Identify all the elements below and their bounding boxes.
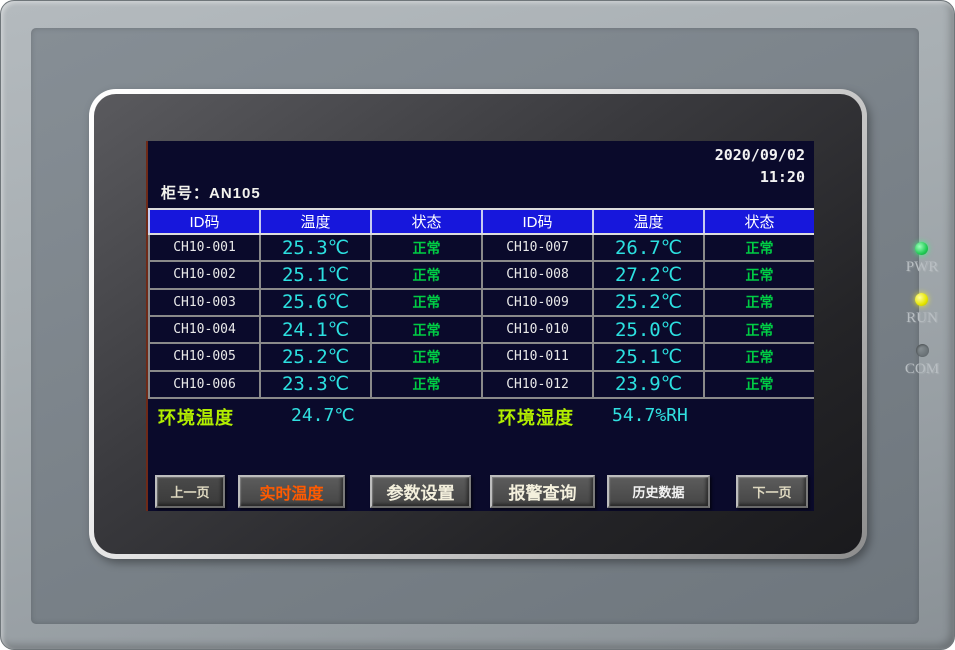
com-led-icon bbox=[915, 344, 929, 357]
pwr-led-group: PWR bbox=[905, 242, 939, 276]
temperature-cell: 24.1℃ bbox=[259, 316, 370, 343]
status-cell: 正常 bbox=[703, 316, 814, 343]
status-cell: 正常 bbox=[370, 316, 481, 343]
channel-id-cell: CH10-005 bbox=[148, 344, 259, 370]
pwr-led-label: PWR bbox=[905, 259, 939, 275]
screen-bezel-inner: 2020/09/02 11:20 柜号：AN105 ID码 温度 状态 ID码 … bbox=[94, 94, 862, 554]
channel-id-cell: CH10-004 bbox=[148, 316, 259, 343]
col-header-id: ID码 bbox=[481, 210, 592, 233]
ambient-humidity-value: 54.7%RH bbox=[612, 405, 688, 426]
channel-id-cell: CH10-003 bbox=[148, 289, 259, 315]
status-cell: 正常 bbox=[703, 262, 814, 288]
temperature-cell: 23.3℃ bbox=[259, 371, 370, 397]
param-settings-button[interactable]: 参数设置 bbox=[370, 475, 471, 508]
col-header-status: 状态 bbox=[703, 210, 814, 233]
temperature-cell: 25.2℃ bbox=[592, 289, 703, 315]
status-cell: 正常 bbox=[370, 262, 481, 288]
temperature-cell: 25.6℃ bbox=[259, 289, 370, 315]
pwr-led-icon bbox=[915, 242, 929, 255]
table-header-row: ID码 温度 状态 ID码 温度 状态 bbox=[148, 208, 814, 235]
status-cell: 正常 bbox=[370, 235, 481, 261]
time-text: 11:20 bbox=[759, 168, 805, 186]
lcd-screen: 2020/09/02 11:20 柜号：AN105 ID码 温度 状态 ID码 … bbox=[146, 141, 814, 511]
ambient-temp-value: 24.7℃ bbox=[291, 405, 355, 426]
alarm-query-button[interactable]: 报警查询 bbox=[490, 475, 595, 508]
channel-id-cell: CH10-010 bbox=[481, 316, 592, 343]
table-row: CH10-001 25.3℃ 正常 CH10-007 26.7℃ 正常 bbox=[148, 235, 814, 263]
col-header-temp: 温度 bbox=[592, 210, 703, 233]
run-led-group: RUN bbox=[906, 293, 938, 327]
channel-id-cell: CH10-011 bbox=[481, 344, 592, 370]
screen-bezel: 2020/09/02 11:20 柜号：AN105 ID码 温度 状态 ID码 … bbox=[89, 89, 867, 559]
channel-table: ID码 温度 状态 ID码 温度 状态 CH10-001 25.3℃ 正常 CH… bbox=[148, 208, 814, 399]
ambient-humidity-label: 环境湿度 bbox=[498, 408, 574, 428]
temperature-cell: 23.9℃ bbox=[592, 371, 703, 397]
col-header-temp: 温度 bbox=[259, 210, 370, 233]
temperature-cell: 26.7℃ bbox=[592, 235, 703, 261]
com-led-label: COM bbox=[904, 361, 940, 377]
realtime-temp-button[interactable]: 实时温度 bbox=[238, 475, 345, 508]
channel-id-cell: CH10-009 bbox=[481, 289, 592, 315]
status-cell: 正常 bbox=[703, 371, 814, 397]
channel-id-cell: CH10-001 bbox=[148, 235, 259, 261]
temperature-cell: 25.2℃ bbox=[259, 344, 370, 370]
table-row: CH10-002 25.1℃ 正常 CH10-008 27.2℃ 正常 bbox=[148, 262, 814, 290]
channel-id-cell: CH10-007 bbox=[481, 235, 592, 261]
temperature-cell: 25.0℃ bbox=[592, 316, 703, 343]
status-cell: 正常 bbox=[370, 289, 481, 315]
temperature-cell: 25.3℃ bbox=[259, 235, 370, 261]
led-indicator-panel: PWR RUN COM bbox=[899, 242, 945, 395]
channel-id-cell: CH10-008 bbox=[481, 262, 592, 288]
status-cell: 正常 bbox=[703, 344, 814, 370]
col-header-status: 状态 bbox=[370, 210, 481, 233]
col-header-id: ID码 bbox=[148, 210, 259, 233]
temperature-cell: 25.1℃ bbox=[592, 344, 703, 370]
status-cell: 正常 bbox=[370, 371, 481, 397]
status-cell: 正常 bbox=[703, 235, 814, 261]
datetime-display: 2020/09/02 11:20 bbox=[715, 144, 805, 188]
temperature-cell: 27.2℃ bbox=[592, 262, 703, 288]
table-row: CH10-006 23.3℃ 正常 CH10-012 23.9℃ 正常 bbox=[148, 371, 814, 399]
ambient-temp-label: 环境温度 bbox=[158, 408, 234, 428]
history-data-button[interactable]: 历史数据 bbox=[607, 475, 710, 508]
com-led-group: COM bbox=[905, 344, 939, 378]
table-row: CH10-005 25.2℃ 正常 CH10-011 25.1℃ 正常 bbox=[148, 344, 814, 372]
channel-id-cell: CH10-002 bbox=[148, 262, 259, 288]
channel-id-cell: CH10-012 bbox=[481, 371, 592, 397]
run-led-icon bbox=[915, 293, 929, 306]
channel-id-cell: CH10-006 bbox=[148, 371, 259, 397]
table-row: CH10-003 25.6℃ 正常 CH10-009 25.2℃ 正常 bbox=[148, 289, 814, 317]
table-row: CH10-004 24.1℃ 正常 CH10-010 25.0℃ 正常 bbox=[148, 316, 814, 345]
run-led-label: RUN bbox=[906, 310, 938, 326]
device-front-face: 2020/09/02 11:20 柜号：AN105 ID码 温度 状态 ID码 … bbox=[31, 28, 939, 624]
cabinet-label: 柜号：AN105 bbox=[161, 185, 261, 202]
status-cell: 正常 bbox=[703, 289, 814, 315]
temperature-cell: 25.1℃ bbox=[259, 262, 370, 288]
prev-page-button[interactable]: 上一页 bbox=[155, 475, 225, 508]
status-cell: 正常 bbox=[370, 344, 481, 370]
next-page-button[interactable]: 下一页 bbox=[736, 475, 808, 508]
date-text: 2020/09/02 bbox=[714, 146, 805, 164]
